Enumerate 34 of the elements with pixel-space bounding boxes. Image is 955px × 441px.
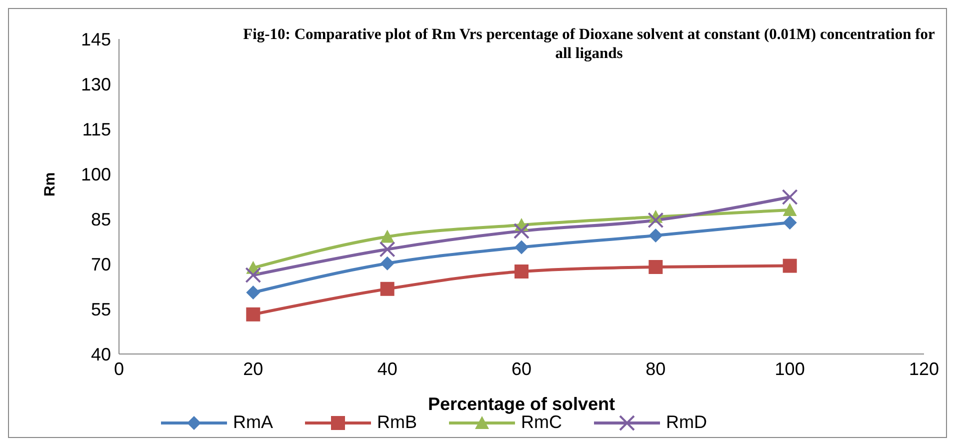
y-tick-label: 55 — [90, 299, 111, 320]
point — [782, 203, 797, 216]
y-axis-title: Rm — [41, 172, 58, 196]
y-tick-label: 100 — [80, 164, 111, 184]
legend-label: RmA — [233, 412, 273, 433]
point — [380, 230, 394, 243]
point — [380, 256, 394, 270]
point — [648, 260, 663, 274]
y-tick-label: 40 — [90, 344, 111, 364]
y-tick-label: 70 — [90, 254, 111, 274]
point — [514, 240, 528, 254]
y-tick-label: 130 — [80, 74, 111, 94]
x-tick-label: 60 — [511, 358, 532, 379]
point — [380, 282, 394, 296]
x-axis-title: Percentage of solvent — [428, 394, 616, 414]
point — [782, 258, 797, 273]
x-tick-label: 20 — [243, 358, 264, 379]
y-tick-label: 145 — [80, 29, 111, 50]
x-tick-label: 80 — [646, 358, 666, 379]
y-tick-label: 115 — [82, 119, 111, 140]
legend-label: RmB — [377, 412, 417, 433]
x-tick-label: 100 — [774, 358, 805, 379]
point — [246, 307, 260, 322]
point — [246, 286, 260, 300]
chart-title: Fig-10: Comparative plot of Rm Vrs percentage of Dioxane solvent at constant (0.01M) concentration for all ligands — [242, 25, 936, 63]
legend-label: RmD — [666, 412, 707, 433]
x-tick-label: 120 — [908, 358, 940, 379]
x-tick-label: 0 — [114, 358, 124, 379]
point — [648, 228, 663, 242]
point — [514, 264, 528, 278]
y-tick-label: 85 — [90, 209, 111, 230]
x-tick-label: 40 — [377, 358, 398, 379]
legend-label: RmC — [521, 412, 562, 433]
point — [782, 216, 797, 230]
